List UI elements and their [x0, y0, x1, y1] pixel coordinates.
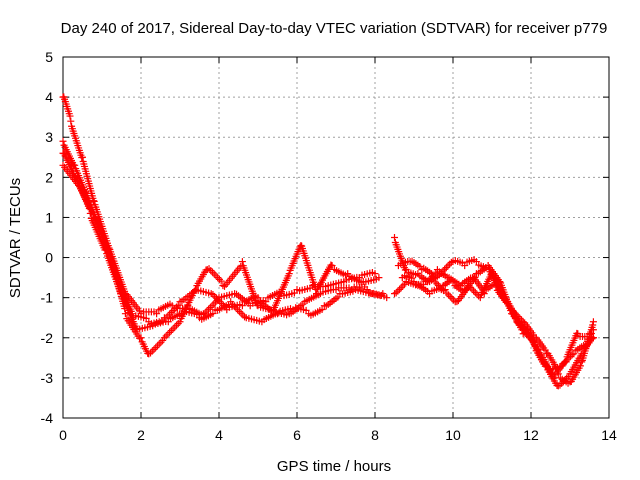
plot-frame: [62, 56, 610, 419]
x-tick-label: 4: [215, 427, 223, 443]
x-tick-label: 0: [59, 427, 67, 443]
x-tick-label: 6: [293, 427, 301, 443]
axis-ticks: [62, 56, 610, 419]
y-tick-label: 5: [45, 49, 53, 65]
series-markers: [59, 93, 379, 318]
y-tick-label: -2: [41, 330, 54, 346]
y-tick-label: 3: [45, 129, 53, 145]
series-track-8: [398, 266, 597, 382]
grid: [63, 57, 609, 418]
data-points: [59, 93, 597, 390]
series-track-1: [59, 93, 379, 318]
y-axis-label: SDTVAR / TECUs: [7, 178, 24, 298]
x-tick-label: 8: [371, 427, 379, 443]
x-tick-label: 2: [137, 427, 145, 443]
series-track-4: [59, 149, 391, 334]
x-tick-label: 10: [445, 427, 461, 443]
y-tick-label: 0: [45, 250, 53, 266]
chart-title: Day 240 of 2017, Sidereal Day-to-day VTE…: [61, 20, 608, 37]
y-tick-label: 2: [45, 169, 53, 185]
y-tick-label: -1: [41, 290, 54, 306]
y-tick-label: -4: [41, 410, 54, 426]
x-axis-label: GPS time / hours: [277, 458, 391, 475]
y-tick-label: -3: [41, 370, 54, 386]
x-tick-label: 12: [523, 427, 539, 443]
x-tick-label: 14: [601, 427, 617, 443]
y-tick-label: 1: [45, 209, 53, 225]
y-tick-label: 4: [45, 89, 53, 105]
